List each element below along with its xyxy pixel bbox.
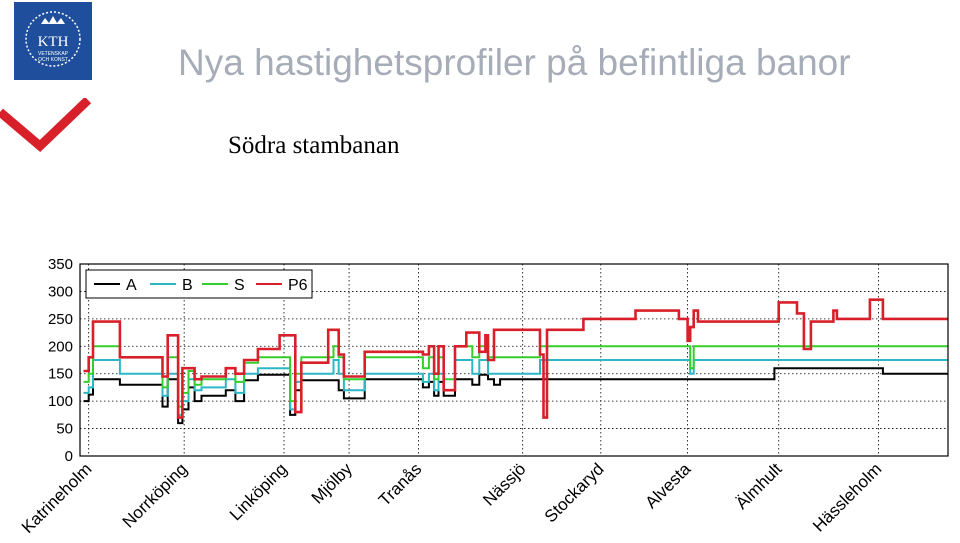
kth-logo-ring (25, 11, 81, 67)
speed-profile-chart: 0 50 100 150 200 250 300 350 Katrineholm Norrköp… (18, 256, 949, 537)
y-tick-label: 100 (48, 393, 73, 410)
kth-logo-subtext-2: OCH KONST (38, 57, 68, 63)
page-subtitle: Södra stambanan (228, 132, 400, 159)
station-label: Stockaryd (541, 459, 608, 526)
station-label: Katrineholm (18, 459, 96, 537)
station-label: Älmhult (732, 459, 786, 513)
legend-label: A (126, 277, 137, 294)
station-label: Alvesta (642, 459, 695, 512)
y-axis-ticks: 0 50 100 150 200 250 300 350 (48, 256, 73, 465)
y-tick-label: 50 (56, 421, 73, 438)
y-tick-label: 350 (48, 256, 73, 273)
series-line-p6 (83, 298, 948, 419)
red-arrow-logo (0, 98, 92, 153)
kth-logo: KTH VETENSKAP OCH KONST (14, 2, 92, 80)
chart-legend: A B S P6 (85, 269, 313, 299)
station-label: Norrköping (119, 459, 191, 531)
page-title: Nya hastighetsprofiler på befintliga ban… (178, 42, 851, 83)
y-tick-label: 250 (48, 311, 73, 328)
y-tick-label: 150 (48, 366, 73, 383)
legend-label: P6 (288, 277, 308, 294)
station-label: Hässleholm (809, 459, 885, 535)
red-chevron-icon (0, 98, 92, 153)
kth-logo-subtext-1: VETENSKAP (38, 51, 69, 57)
y-tick-label: 200 (48, 338, 73, 355)
station-label: Nässjö (479, 459, 529, 509)
station-label: Linköping (226, 459, 291, 524)
y-tick-label: 0 (65, 448, 73, 465)
kth-logo-background (14, 2, 92, 80)
chart-series (83, 298, 948, 425)
x-axis-ticks: Katrineholm Norrköping Linköping Mjölby Tran… (18, 459, 885, 537)
y-tick-label: 300 (48, 283, 73, 300)
station-label: Mjölby (308, 459, 357, 508)
legend-label: B (182, 277, 193, 294)
station-label: Tranås (375, 459, 425, 509)
crown-icon (41, 16, 65, 24)
legend-label: S (234, 277, 245, 294)
plot-frame (79, 263, 949, 457)
kth-logo-text: KTH (38, 34, 69, 50)
